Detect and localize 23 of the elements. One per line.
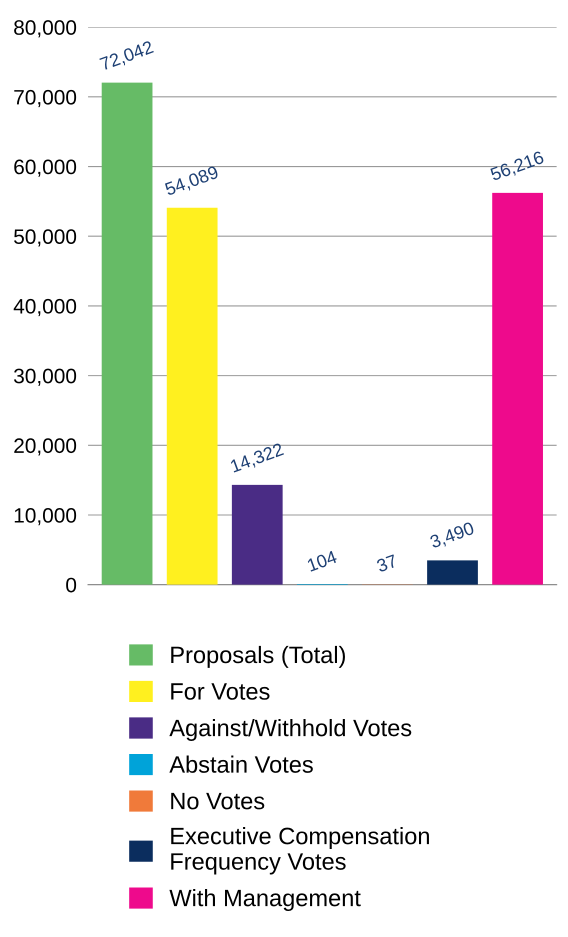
- data-label: 56,216: [490, 150, 546, 183]
- data-label: 14,322: [230, 442, 285, 475]
- legend-label: For Votes: [171, 683, 270, 700]
- legend-label: No Votes: [171, 792, 264, 810]
- y-tick-label: 60,000: [14, 160, 76, 177]
- legend-label: Executive Compensation Frequency Votes: [171, 827, 429, 874]
- y-tick-label: 40,000: [14, 298, 76, 316]
- y-tick-label: 10,000: [14, 508, 76, 526]
- data-label: 3,490: [429, 521, 476, 550]
- legend-label: Abstain Votes: [169, 756, 313, 773]
- data-label: 54,089: [164, 165, 220, 198]
- legend-label: Against/Withhold Votes: [169, 718, 412, 741]
- legend-label: With Management: [169, 889, 361, 912]
- y-tick-label: 30,000: [14, 368, 76, 386]
- y-tick-label: 80,000: [14, 20, 76, 38]
- data-label: 72,042: [99, 40, 155, 73]
- y-tick-label: 20,000: [14, 438, 76, 456]
- y-tick-label: 70,000: [14, 90, 76, 108]
- y-tick-label: 0: [66, 578, 76, 592]
- legend-label: Proposals (Total): [171, 646, 345, 668]
- data-label: 104: [306, 550, 338, 572]
- y-tick-label: 50,000: [14, 229, 76, 246]
- data-label: 37: [376, 554, 398, 572]
